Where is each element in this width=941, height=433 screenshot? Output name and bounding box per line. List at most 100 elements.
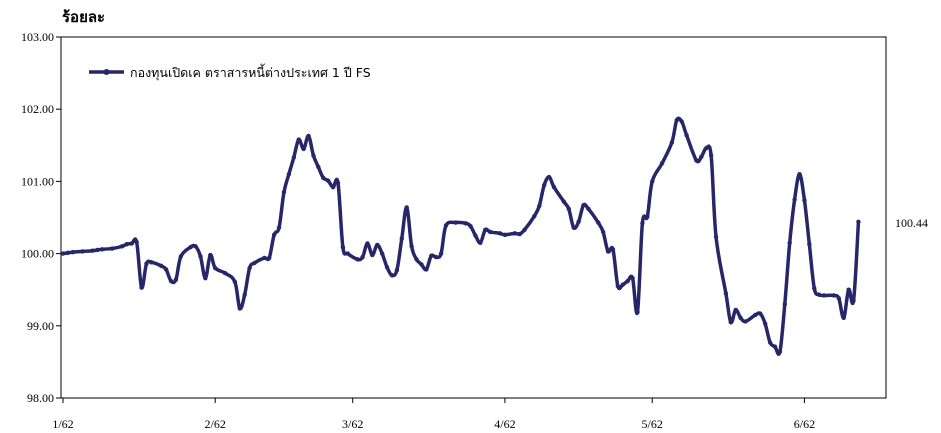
- data-point: [758, 311, 763, 316]
- data-point: [90, 248, 95, 253]
- x-axis-ticks: 1/62 2/62 3/62 4/62 5/62 6/62: [52, 398, 815, 431]
- data-point: [640, 221, 645, 226]
- data-point: [375, 242, 380, 248]
- data-point: [659, 161, 665, 166]
- data-point: [203, 275, 208, 281]
- legend-label: กองทุนเปิดเค ตราสารหนี้ต่างประเทศ 1 ปี F…: [130, 63, 371, 81]
- data-point: [762, 321, 768, 326]
- data-point: [80, 249, 85, 254]
- data-point: [365, 241, 370, 246]
- data-point: [576, 219, 581, 225]
- data-point: [782, 301, 787, 307]
- data-point: [384, 265, 390, 270]
- data-point: [193, 244, 198, 249]
- data-point: [542, 182, 547, 188]
- data-point: [777, 349, 783, 354]
- data-point: [753, 312, 758, 318]
- data-point: [139, 285, 144, 290]
- data-point: [222, 270, 228, 276]
- data-point: [271, 232, 277, 238]
- data-point: [635, 309, 640, 315]
- x-tick-label: 4/62: [494, 417, 515, 431]
- data-point: [453, 220, 459, 225]
- data-point: [262, 255, 267, 261]
- y-tick-label: 103.00: [21, 30, 54, 44]
- y-tick-label: 100.00: [21, 247, 54, 261]
- data-point: [836, 296, 842, 301]
- data-point: [159, 263, 164, 269]
- data-point: [699, 154, 704, 160]
- data-point: [95, 247, 100, 253]
- legend-marker: [103, 69, 110, 75]
- data-point: [433, 255, 439, 260]
- data-point: [109, 246, 115, 251]
- data-point: [713, 234, 719, 240]
- data-point: [370, 252, 375, 258]
- data-point: [394, 268, 400, 273]
- data-point: [286, 171, 292, 177]
- data-point: [65, 250, 71, 256]
- data-point: [168, 278, 174, 284]
- data-point: [674, 117, 679, 123]
- data-point: [802, 197, 807, 203]
- data-point: [487, 229, 493, 235]
- data-point: [247, 265, 252, 271]
- data-point: [129, 241, 134, 246]
- data-point: [389, 273, 395, 278]
- data-point: [851, 298, 856, 303]
- data-point: [669, 140, 675, 145]
- data-point: [463, 221, 468, 226]
- data-point: [404, 205, 409, 210]
- data-point: [276, 225, 282, 230]
- data-point: [60, 251, 66, 256]
- data-point: [561, 199, 567, 204]
- data-point: [512, 231, 517, 236]
- data-point: [345, 251, 350, 256]
- data-point: [252, 260, 257, 266]
- data-point: [119, 244, 125, 249]
- data-point: [198, 254, 203, 259]
- data-point: [807, 242, 812, 247]
- data-point: [502, 232, 508, 238]
- x-tick-label: 5/62: [642, 417, 663, 431]
- data-point: [213, 265, 218, 271]
- data-point: [419, 262, 424, 267]
- data-point: [188, 244, 193, 250]
- data-point: [792, 197, 797, 202]
- data-point: [330, 184, 336, 190]
- y-tick-label: 102.00: [21, 102, 54, 116]
- data-point: [650, 179, 655, 184]
- data-point: [581, 203, 586, 208]
- data-point: [610, 247, 616, 252]
- data-point: [163, 267, 169, 272]
- data-point: [473, 233, 478, 238]
- data-point: [600, 229, 606, 235]
- data-point: [414, 257, 419, 262]
- data-point: [429, 253, 434, 258]
- data-point: [694, 158, 699, 163]
- data-point: [173, 277, 179, 282]
- data-point: [321, 175, 326, 180]
- data-point: [684, 132, 689, 138]
- data-point: [144, 261, 149, 266]
- data-point: [237, 306, 242, 311]
- data-point: [772, 344, 778, 349]
- data-point: [443, 223, 449, 228]
- data-point: [296, 137, 301, 142]
- y-tick-label: 101.00: [21, 174, 54, 188]
- data-point: [708, 153, 714, 158]
- data-point: [468, 223, 473, 229]
- data-point: [546, 174, 552, 180]
- end-value-label: 100.44: [895, 216, 928, 230]
- data-point: [645, 214, 650, 219]
- data-point: [178, 254, 184, 259]
- data-point: [596, 220, 601, 225]
- plot-frame: [60, 36, 887, 399]
- data-point: [537, 203, 542, 209]
- data-point: [841, 315, 846, 321]
- data-point: [306, 133, 311, 139]
- data-point: [738, 315, 743, 321]
- y-tick-label: 98.00: [27, 391, 54, 405]
- data-point: [566, 206, 571, 212]
